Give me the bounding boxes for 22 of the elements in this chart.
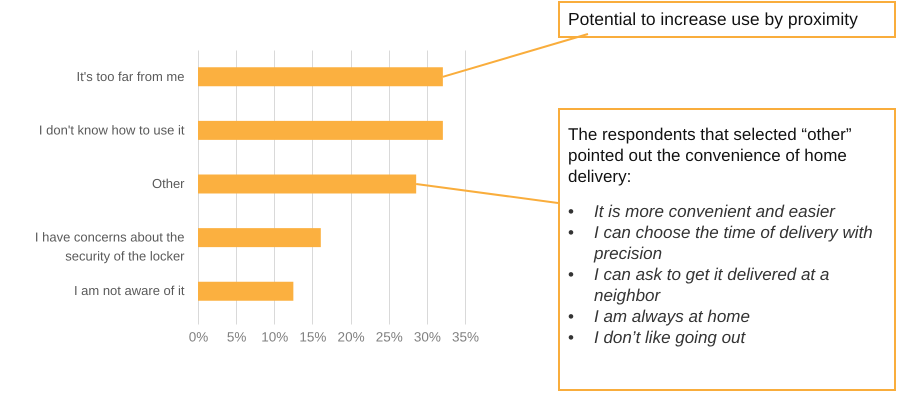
bar — [198, 228, 321, 248]
y-tick-label: Other — [152, 176, 186, 191]
x-tick-label: 20% — [338, 330, 365, 344]
x-tick-label: 30% — [414, 330, 441, 344]
y-tick-label: It's too far from me — [76, 68, 184, 84]
y-tick-label: I have concerns about the security of the locker — [34, 230, 186, 264]
bar — [198, 67, 443, 86]
annotation: Potential to increase use by proximity — [568, 9, 859, 30]
y-tick-label: I am not aware of it — [74, 283, 185, 298]
x-tick-label: 0% — [188, 330, 208, 344]
annotation: The respondents that selected “other” pointed out the convenience of home delivery: — [568, 124, 852, 187]
x-tick-label: 10% — [261, 330, 288, 344]
y-tick-label: I don't know how to use it — [38, 122, 185, 138]
bar — [198, 282, 294, 301]
x-tick-label: 35% — [452, 330, 480, 344]
x-tick-label: 25% — [376, 330, 403, 344]
callout-box: Potential to increase use by proximity — [558, 1, 896, 38]
bar — [198, 120, 443, 140]
callout-box: The respondents that selected “other” pointed out the convenience of home delivery: • It is more convenient and easier • I can choose the time of delivery with precision • I can ask to get it delivered at a neighbor • I am always at home • I don’t like going out — [558, 108, 896, 391]
x-tick-label: 15% — [299, 330, 326, 344]
x-tick-label: 5% — [226, 330, 246, 344]
bar — [198, 174, 416, 194]
